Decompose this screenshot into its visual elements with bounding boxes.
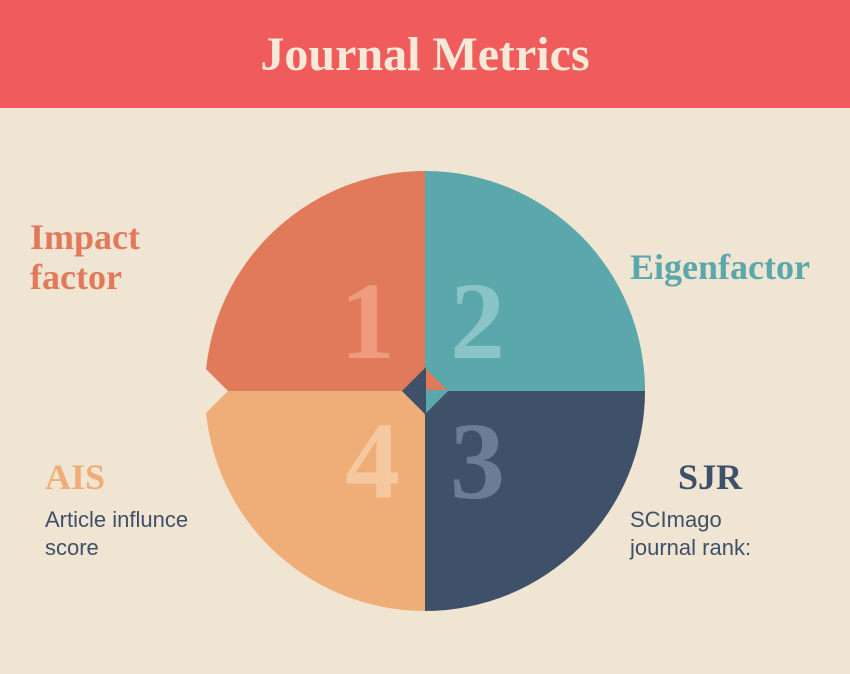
label-q4-title: AIS xyxy=(45,458,195,498)
circle-diagram: 1 2 3 4 xyxy=(205,171,645,611)
label-q4-sub: Article influnce score xyxy=(45,506,195,563)
arrow-q3-to-q4 xyxy=(402,367,426,415)
quadrant-4: 4 xyxy=(205,391,425,611)
quadrant-1: 1 xyxy=(205,171,425,391)
arrow-into-q1 xyxy=(204,367,228,415)
label-q2-title: Eigenfactor xyxy=(630,248,830,288)
quadrant-2-number: 2 xyxy=(450,266,505,376)
label-q1: Impact factor xyxy=(30,218,200,305)
quadrant-2: 2 xyxy=(425,171,645,391)
quadrant-3: 3 xyxy=(425,391,645,611)
label-q3-sub: SCImago journal rank: xyxy=(630,506,790,563)
quadrant-4-number: 4 xyxy=(345,406,400,516)
label-q3: SJR SCImago journal rank: xyxy=(630,458,790,563)
label-q2: Eigenfactor xyxy=(630,248,830,296)
label-q3-title: SJR xyxy=(630,458,790,498)
label-q4: AIS Article influnce score xyxy=(45,458,195,563)
label-q1-title: Impact factor xyxy=(30,218,200,297)
quadrant-3-number: 3 xyxy=(450,406,505,516)
page-title: Journal Metrics xyxy=(260,27,589,82)
quadrant-1-number: 1 xyxy=(340,266,395,376)
header-banner: Journal Metrics xyxy=(0,0,850,108)
diagram-area: 1 2 3 4 Impact factor Eigenfactor SJR SC… xyxy=(0,108,850,674)
